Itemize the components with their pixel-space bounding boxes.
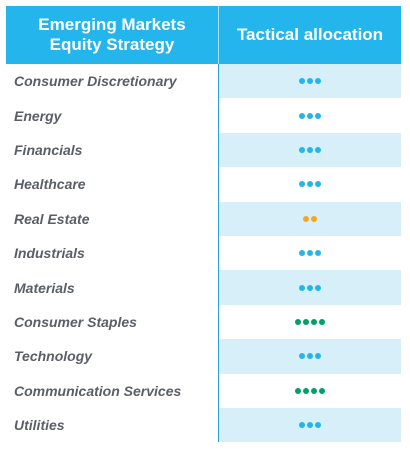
allocation-dots [299, 284, 321, 291]
table-row: Industrials [6, 235, 401, 271]
sector-label: Technology [6, 339, 218, 374]
allocation-cell [218, 167, 401, 202]
allocation-dot-icon [303, 387, 309, 394]
allocation-cell [218, 304, 401, 340]
header-tactical-allocation: Tactical allocation [218, 6, 401, 64]
allocation-dot-icon [307, 422, 313, 429]
sector-label: Utilities [6, 407, 218, 443]
allocation-cell [218, 64, 401, 99]
allocation-dot-icon [295, 318, 301, 325]
allocation-dot-icon [299, 422, 305, 429]
table-header: Emerging Markets Equity Strategy Tactica… [6, 6, 401, 64]
allocation-cell [218, 270, 401, 305]
allocation-cell [218, 339, 401, 374]
table-row: Materials [6, 270, 401, 305]
allocation-dot-icon [299, 112, 305, 119]
sector-label: Industrials [6, 235, 218, 271]
allocation-dot-icon [315, 353, 321, 360]
table-row: Technology [6, 339, 401, 374]
allocation-dots [299, 250, 321, 257]
allocation-dot-icon [307, 78, 313, 85]
sector-label: Materials [6, 270, 218, 305]
allocation-dot-icon [319, 387, 325, 394]
allocation-dot-icon [311, 318, 317, 325]
sector-label: Healthcare [6, 167, 218, 202]
allocation-table: Emerging Markets Equity Strategy Tactica… [6, 6, 401, 443]
allocation-dot-icon [311, 215, 317, 222]
sector-label: Real Estate [6, 201, 218, 236]
allocation-cell [218, 201, 401, 236]
allocation-dot-icon [315, 250, 321, 257]
allocation-dots [295, 318, 325, 325]
allocation-cell [218, 98, 401, 133]
allocation-dot-icon [307, 112, 313, 119]
allocation-dot-icon [315, 78, 321, 85]
allocation-dot-icon [299, 78, 305, 85]
allocation-dot-icon [315, 146, 321, 153]
allocation-dot-icon [319, 318, 325, 325]
allocation-dot-icon [307, 250, 313, 257]
allocation-cell [218, 373, 401, 408]
allocation-dot-icon [315, 284, 321, 291]
allocation-dot-icon [299, 284, 305, 291]
table-row: Financials [6, 132, 401, 168]
allocation-dot-icon [299, 146, 305, 153]
table-row: Consumer Staples [6, 304, 401, 340]
allocation-cell [218, 132, 401, 168]
allocation-dots [299, 353, 321, 360]
table-row: Communication Services [6, 373, 401, 408]
allocation-dot-icon [303, 215, 309, 222]
allocation-dot-icon [303, 318, 309, 325]
allocation-dots [299, 112, 321, 119]
header-strategy-title: Emerging Markets Equity Strategy [38, 15, 186, 54]
allocation-dot-icon [299, 250, 305, 257]
allocation-dots [299, 146, 321, 153]
allocation-cell [218, 407, 401, 443]
table-row: Utilities [6, 407, 401, 443]
table-row: Consumer Discretionary [6, 64, 401, 99]
allocation-dot-icon [307, 181, 313, 188]
allocation-dot-icon [311, 387, 317, 394]
sector-label: Financials [6, 132, 218, 168]
allocation-dot-icon [307, 353, 313, 360]
sector-label: Consumer Staples [6, 304, 218, 340]
allocation-dot-icon [295, 387, 301, 394]
table-body: Consumer Discretionary Energy Financials He… [6, 64, 401, 443]
allocation-dots [303, 215, 317, 222]
allocation-dot-icon [307, 146, 313, 153]
allocation-cell [218, 235, 401, 271]
allocation-dot-icon [299, 353, 305, 360]
allocation-dot-icon [315, 181, 321, 188]
allocation-dots [295, 387, 325, 394]
sector-label: Communication Services [6, 373, 218, 408]
sector-label: Energy [6, 98, 218, 133]
allocation-dots [299, 422, 321, 429]
sector-label: Consumer Discretionary [6, 64, 218, 99]
table-row: Healthcare [6, 167, 401, 202]
table-row: Real Estate [6, 201, 401, 236]
table-row: Energy [6, 98, 401, 133]
allocation-dot-icon [299, 181, 305, 188]
allocation-dot-icon [307, 284, 313, 291]
allocation-dots [299, 181, 321, 188]
allocation-dots [299, 78, 321, 85]
allocation-dot-icon [315, 112, 321, 119]
allocation-dot-icon [315, 422, 321, 429]
